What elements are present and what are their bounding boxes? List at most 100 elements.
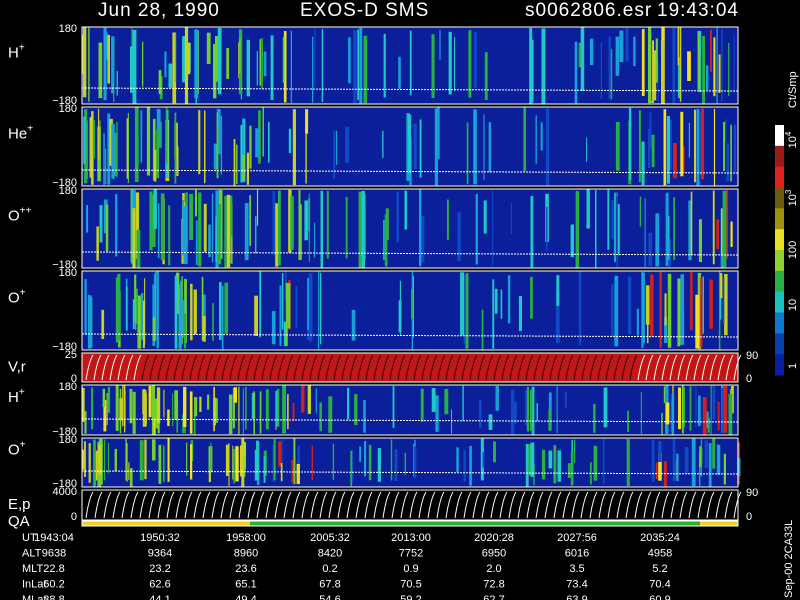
texture bbox=[137, 295, 142, 349]
trace bbox=[652, 491, 661, 519]
trace bbox=[733, 491, 742, 519]
trace bbox=[229, 491, 238, 519]
texture bbox=[102, 388, 106, 407]
y-tick-label: 0 bbox=[71, 511, 77, 523]
texture bbox=[354, 394, 358, 425]
texture bbox=[132, 299, 135, 330]
texture bbox=[117, 273, 121, 341]
texture bbox=[439, 30, 441, 60]
texture bbox=[208, 224, 211, 257]
panel-bg bbox=[82, 438, 738, 487]
trace bbox=[562, 491, 571, 519]
texture bbox=[228, 443, 230, 486]
texture bbox=[221, 285, 224, 350]
trace bbox=[469, 354, 478, 381]
texture bbox=[614, 275, 619, 347]
panel-label: QA bbox=[8, 513, 30, 530]
trace bbox=[526, 491, 535, 519]
panel-label: O bbox=[8, 442, 20, 459]
texture bbox=[239, 38, 241, 74]
trace bbox=[549, 354, 558, 381]
cell: 7752 bbox=[399, 548, 423, 560]
texture bbox=[668, 215, 670, 261]
texture bbox=[488, 122, 492, 173]
trace bbox=[669, 354, 678, 381]
trace bbox=[373, 354, 382, 381]
texture bbox=[285, 282, 287, 346]
texture bbox=[394, 449, 398, 481]
y-tick-label: −180 bbox=[52, 478, 77, 490]
texture bbox=[295, 286, 298, 329]
cell: 6950 bbox=[482, 548, 506, 560]
trace bbox=[193, 491, 202, 519]
texture bbox=[206, 32, 211, 65]
trace bbox=[670, 491, 679, 519]
texture bbox=[641, 272, 644, 349]
texture bbox=[292, 109, 296, 186]
trace bbox=[261, 354, 270, 381]
texture bbox=[525, 444, 529, 487]
y-tick-label: 180 bbox=[59, 434, 77, 446]
texture bbox=[548, 409, 551, 431]
texture bbox=[318, 271, 320, 350]
texture bbox=[353, 30, 357, 104]
trace bbox=[148, 491, 157, 519]
texture bbox=[256, 440, 259, 481]
texture bbox=[651, 439, 655, 482]
texture bbox=[304, 200, 308, 241]
colorbar-tick-base: 10 bbox=[787, 136, 799, 148]
texture bbox=[84, 411, 87, 434]
trace bbox=[679, 491, 688, 519]
texture bbox=[163, 389, 165, 418]
panel-label: H+ bbox=[8, 387, 25, 406]
texture bbox=[737, 458, 741, 477]
texture bbox=[690, 272, 693, 331]
trace bbox=[125, 354, 134, 381]
texture bbox=[570, 224, 574, 258]
texture bbox=[287, 394, 289, 430]
trace bbox=[661, 491, 670, 519]
texture bbox=[616, 204, 620, 256]
texture bbox=[431, 34, 435, 98]
texture bbox=[244, 203, 249, 261]
texture bbox=[83, 27, 87, 98]
texture bbox=[638, 110, 641, 183]
texture bbox=[126, 118, 129, 179]
texture bbox=[474, 31, 477, 88]
trace bbox=[616, 491, 625, 519]
trace bbox=[581, 354, 590, 381]
texture bbox=[271, 311, 276, 345]
trace bbox=[397, 354, 406, 381]
texture bbox=[125, 438, 127, 481]
trace bbox=[319, 491, 328, 519]
texture bbox=[149, 191, 153, 251]
texture bbox=[129, 468, 133, 487]
panel-bg bbox=[82, 189, 738, 268]
trace bbox=[229, 354, 238, 381]
y2-tick-label: 90 bbox=[746, 350, 758, 362]
texture bbox=[664, 293, 667, 326]
texture bbox=[255, 216, 257, 254]
texture bbox=[162, 445, 165, 482]
trace bbox=[724, 491, 733, 519]
cell: 2027:56 bbox=[557, 532, 597, 544]
trace bbox=[472, 491, 481, 519]
file-name: s0062806.esr bbox=[525, 0, 652, 21]
texture bbox=[319, 402, 322, 432]
texture bbox=[167, 409, 170, 427]
texture bbox=[153, 189, 157, 229]
texture bbox=[454, 37, 456, 91]
texture bbox=[240, 445, 242, 477]
trace bbox=[544, 491, 553, 519]
texture bbox=[315, 388, 317, 414]
texture bbox=[103, 400, 107, 432]
trace bbox=[637, 354, 646, 381]
texture bbox=[215, 190, 219, 268]
trace bbox=[643, 491, 652, 519]
texture bbox=[172, 32, 177, 104]
trace bbox=[247, 491, 256, 519]
texture bbox=[702, 276, 704, 334]
row-label: MLT bbox=[22, 563, 43, 575]
texture bbox=[574, 41, 578, 104]
